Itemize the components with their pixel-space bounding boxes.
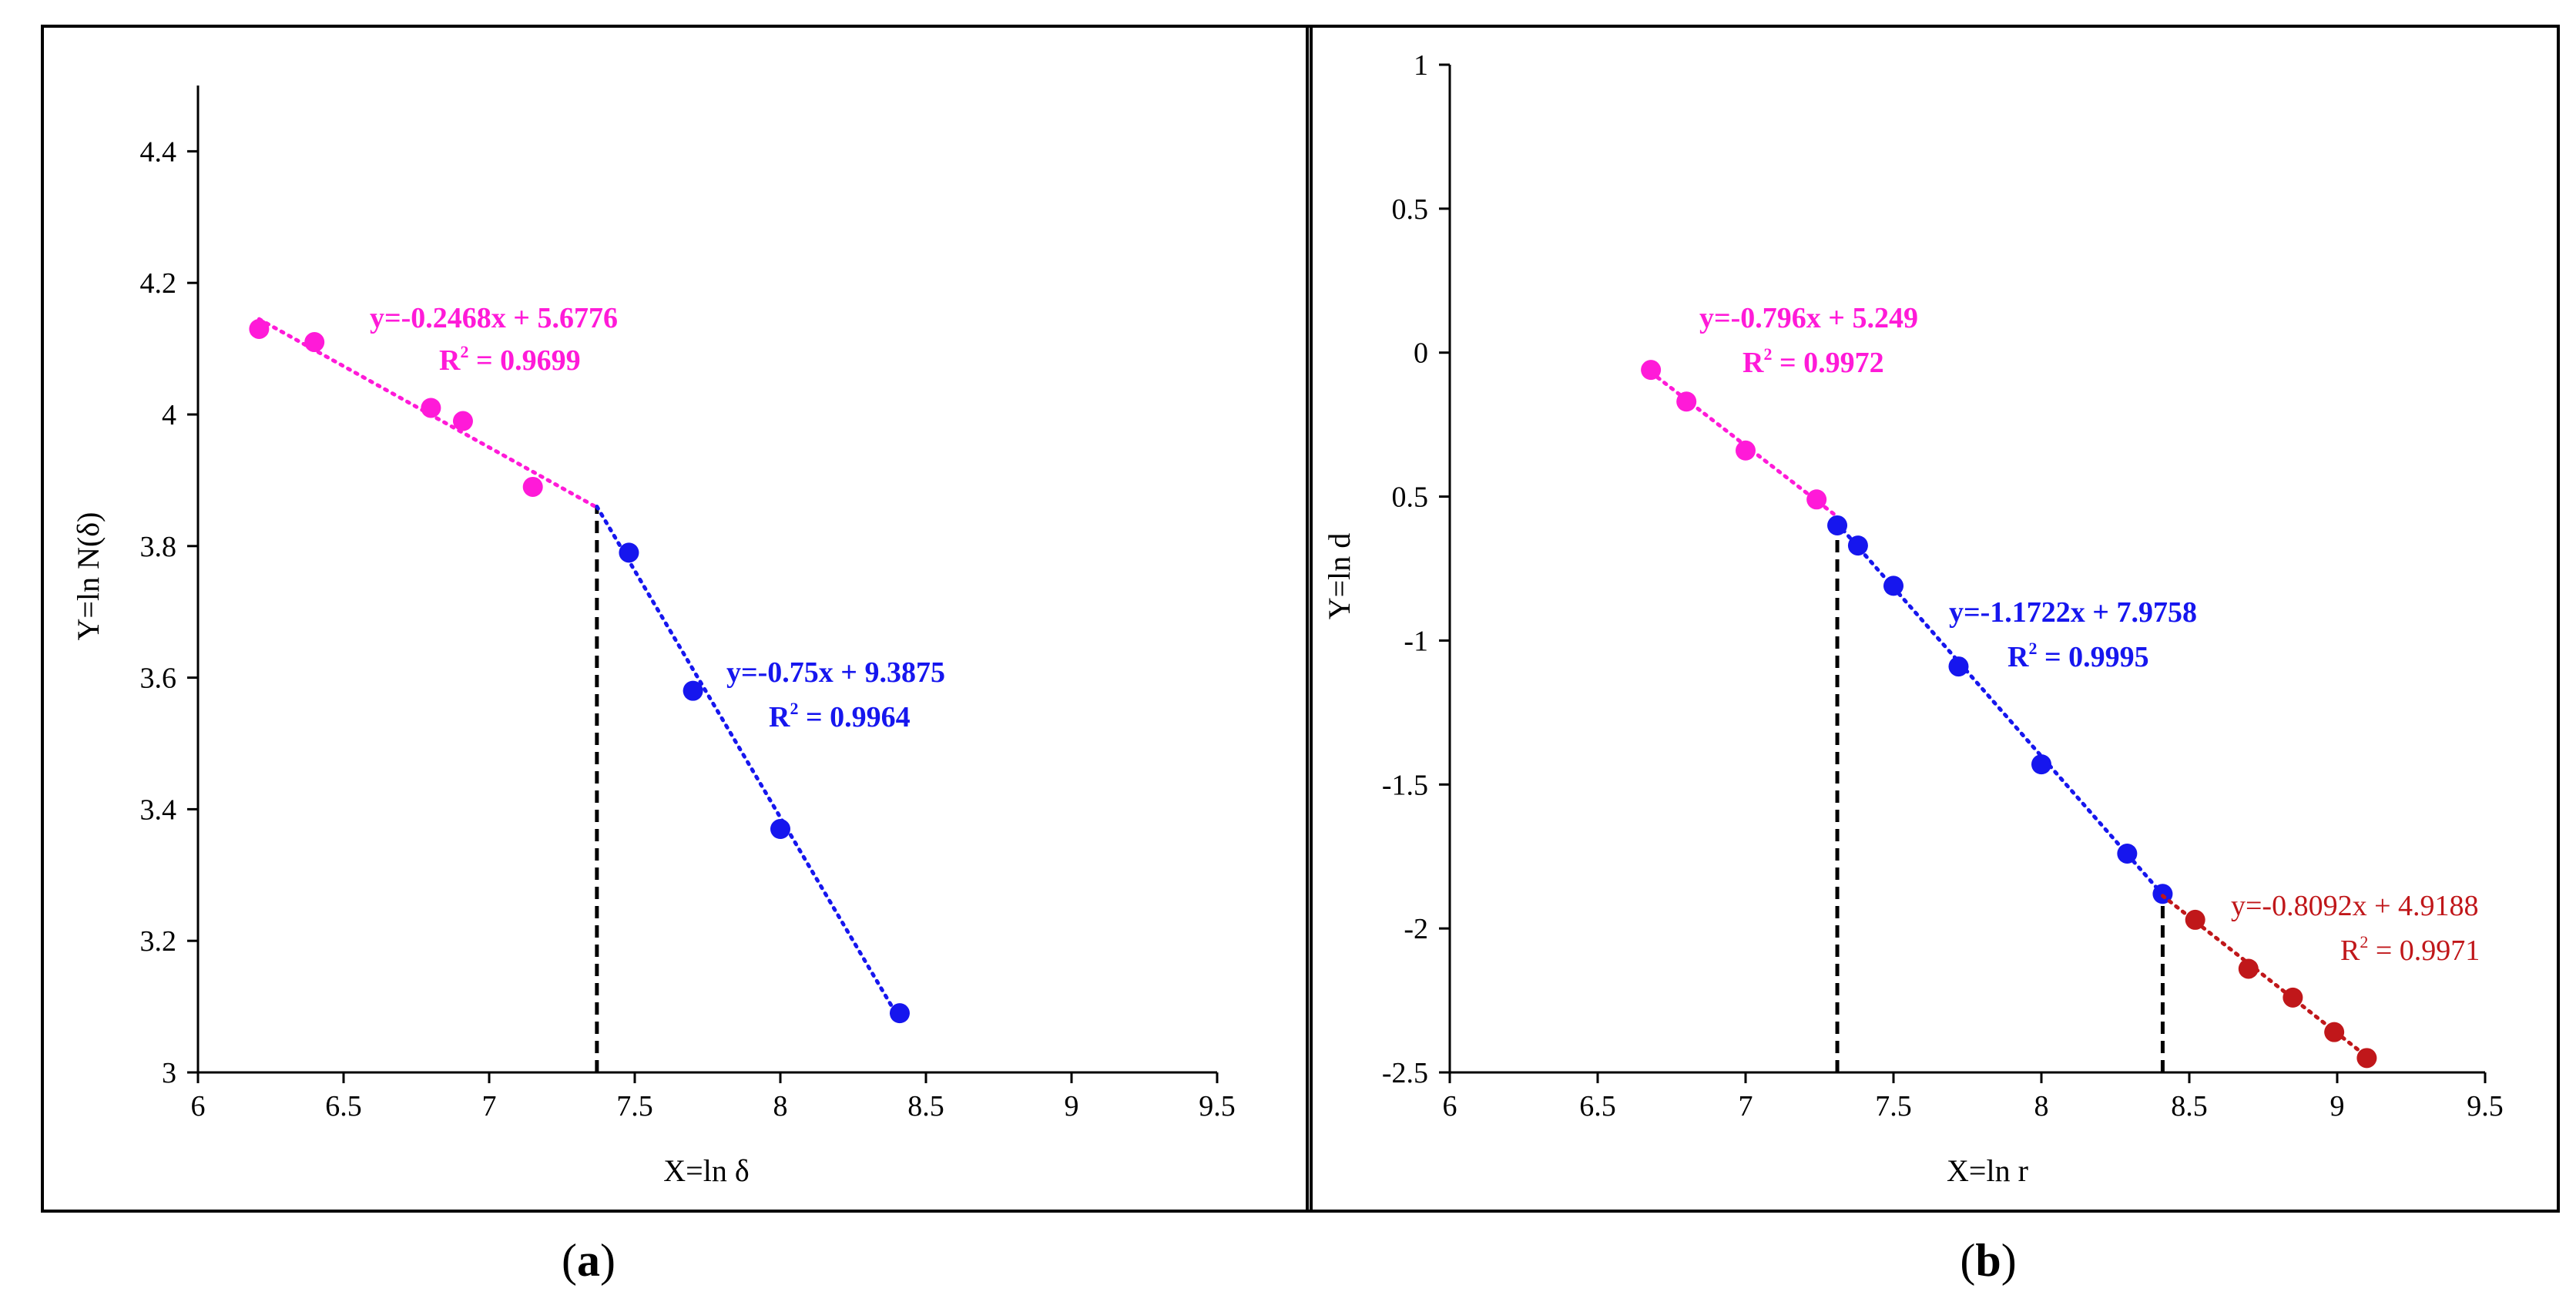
panel-b-x-tick-label: 8.5 <box>2171 1090 2208 1122</box>
panel-a-x-tick-label: 7 <box>482 1090 497 1122</box>
panel-a-r2-text: R2 = 0.9699 <box>439 342 581 377</box>
panel-b-frame <box>1306 25 2560 1213</box>
panel-a-equation-text: y=-0.75x + 9.3875 <box>726 656 945 689</box>
panel-a-data-point <box>683 680 703 701</box>
panel-b-equation-text: y=-1.1722x + 7.9758 <box>1949 596 2197 629</box>
panel-a-trendline-segment-2 <box>595 505 902 1022</box>
panel-b-x-tick-label: 8 <box>2034 1090 2049 1122</box>
panel-b-equation-text: y=-0.8092x + 4.9188 <box>2231 890 2479 922</box>
panel-b-data-point <box>1641 360 1662 381</box>
panel-a-x-tick-label: 9.5 <box>1199 1090 1236 1122</box>
panel-b-x-tick-label: 6.5 <box>1579 1090 1616 1122</box>
panel-b-data-point <box>1847 535 1868 556</box>
panel-b-equation-segment-3: y=-0.8092x + 4.9188 R2 = 0.9971 <box>2231 890 2480 967</box>
panel-b-r2-text: R2 = 0.9995 <box>2007 639 2149 673</box>
panel-a-x-tick-label: 7.5 <box>616 1090 653 1122</box>
panel-a-equation-segment-1: y=-0.2468x + 5.6776 R2 = 0.9699 <box>370 302 618 377</box>
panel-b-y-tick-label: 0 <box>1414 337 1428 370</box>
panel-b-x-tick-label: 6 <box>1443 1090 1457 1122</box>
panel-b-data-point <box>1736 440 1756 461</box>
panel-a-x-tick-label: 9 <box>1065 1090 1079 1122</box>
panel-b-y-tick-label: -1 <box>1404 625 1428 657</box>
panel-b-y-tick-label: -1.5 <box>1382 769 1428 801</box>
panel-b-data-point <box>2031 754 2051 775</box>
panel-b-y-axis-title: Y=ln d <box>1322 533 1357 620</box>
panel-a-y-tick-label: 3.2 <box>140 925 177 958</box>
panel-b-axes: 6 6.5 7 7.5 8 8.5 9 9.5 -2.5 -2 -1.5 -1 0.5 0 0.5 1 <box>1382 49 2504 1122</box>
panel-a-axes: 6 6.5 7 7.5 8 8.5 9 9.5 3 3.2 3.4 3.6 3.8 4 4.2 4.4 <box>140 86 1236 1122</box>
panel-b-data-point <box>1806 489 1827 510</box>
panel-a-data-point <box>889 1003 910 1024</box>
panel-a-y-tick-label: 3.8 <box>140 531 177 563</box>
panel-b-plot: 6 6.5 7 7.5 8 8.5 9 9.5 -2.5 -2 -1.5 -1 0.5 0 0.5 1 X=l… <box>1322 49 2504 1188</box>
panel-b-data-point <box>2185 909 2205 930</box>
panel-a-plot: 6 6.5 7 7.5 8 8.5 9 9.5 3 3.2 3.4 3.6 3.8 4 4.2 4.4 X=l… <box>71 86 1236 1188</box>
panel-a-data-point <box>619 542 639 563</box>
panel-b-equation-segment-1: y=-0.796x + 5.249 R2 = 0.9972 <box>1699 302 1918 379</box>
panel-b-trendline-segment-2 <box>1835 521 2165 897</box>
panel-b-x-tick-label: 7.5 <box>1875 1090 1912 1122</box>
panel-a-x-tick-label: 8 <box>773 1090 788 1122</box>
panel-a-y-tick-label: 3 <box>162 1057 176 1089</box>
panel-b-caption: (b) <box>1960 1235 2016 1286</box>
panel-a-equation-segment-2: y=-0.75x + 9.3875 R2 = 0.9964 <box>726 656 945 733</box>
panel-b-data-point <box>2117 843 2138 864</box>
panel-b-y-tick-label: -2.5 <box>1382 1057 1428 1089</box>
panel-a-data-point <box>249 318 270 339</box>
panel-b-data-point <box>2324 1022 2345 1042</box>
panel-b-x-tick-label: 9.5 <box>2467 1090 2504 1122</box>
panel-b-data-point <box>1827 515 1848 535</box>
panel-a-y-axis-title: Y=ln N(δ) <box>71 512 106 641</box>
panel-b-equation-segment-2: y=-1.1722x + 7.9758 R2 = 0.9995 <box>1949 596 2197 673</box>
panel-a-data-point <box>770 819 790 840</box>
panel-b-data-point <box>1883 575 1903 596</box>
panel-b-y-tick-label: 0.5 <box>1392 482 1429 514</box>
panel-a-y-tick-label: 4.2 <box>140 267 177 300</box>
panel-b-r2-text: R2 = 0.9971 <box>2340 932 2480 967</box>
panel-b-data-point <box>1948 656 1969 677</box>
panel-a-y-tick-label: 4 <box>162 399 176 431</box>
panel-a-data-point <box>522 476 543 497</box>
panel-b-y-tick-label: 0.5 <box>1392 193 1429 226</box>
panel-b-equation-text: y=-0.796x + 5.249 <box>1699 302 1918 334</box>
panel-a-data-point <box>452 411 473 431</box>
panel-b-x-tick-label: 7 <box>1739 1090 1753 1122</box>
panel-b-x-axis-title: X=ln r <box>1947 1153 2028 1188</box>
panel-a-y-tick-label: 4.4 <box>140 136 177 168</box>
panel-b-x-tick-label: 9 <box>2330 1090 2345 1122</box>
panel-b-data-point <box>2283 987 2303 1008</box>
panel-a-data-point <box>304 332 325 353</box>
panel-a-data-point <box>421 398 441 418</box>
panel-b-y-tick-label: 1 <box>1414 49 1428 82</box>
panel-a-x-tick-label: 8.5 <box>907 1090 944 1122</box>
panel-a-x-tick-label: 6.5 <box>325 1090 362 1122</box>
panel-b-y-tick-label: -2 <box>1404 913 1428 945</box>
panel-b-r2-text: R2 = 0.9972 <box>1742 344 1884 379</box>
panel-b-data-point <box>2356 1048 2377 1069</box>
panel-a-x-axis-title: X=ln δ <box>663 1153 749 1188</box>
panel-b-data-point <box>1676 391 1697 412</box>
panel-a-equation-text: y=-0.2468x + 5.6776 <box>370 302 618 334</box>
panel-a-y-tick-label: 3.6 <box>140 663 177 695</box>
panel-a-r2-text: R2 = 0.9964 <box>769 699 911 733</box>
panel-b-data-point <box>2238 958 2259 979</box>
panel-a-caption: (a) <box>562 1235 615 1286</box>
panel-a-x-tick-label: 6 <box>191 1090 206 1122</box>
panel-a-y-tick-label: 3.4 <box>140 794 177 826</box>
panel-a-frame <box>41 25 1313 1213</box>
